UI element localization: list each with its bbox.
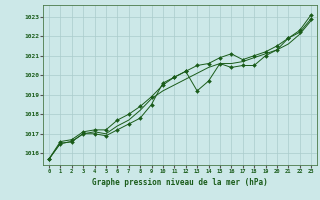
X-axis label: Graphe pression niveau de la mer (hPa): Graphe pression niveau de la mer (hPa) bbox=[92, 178, 268, 187]
